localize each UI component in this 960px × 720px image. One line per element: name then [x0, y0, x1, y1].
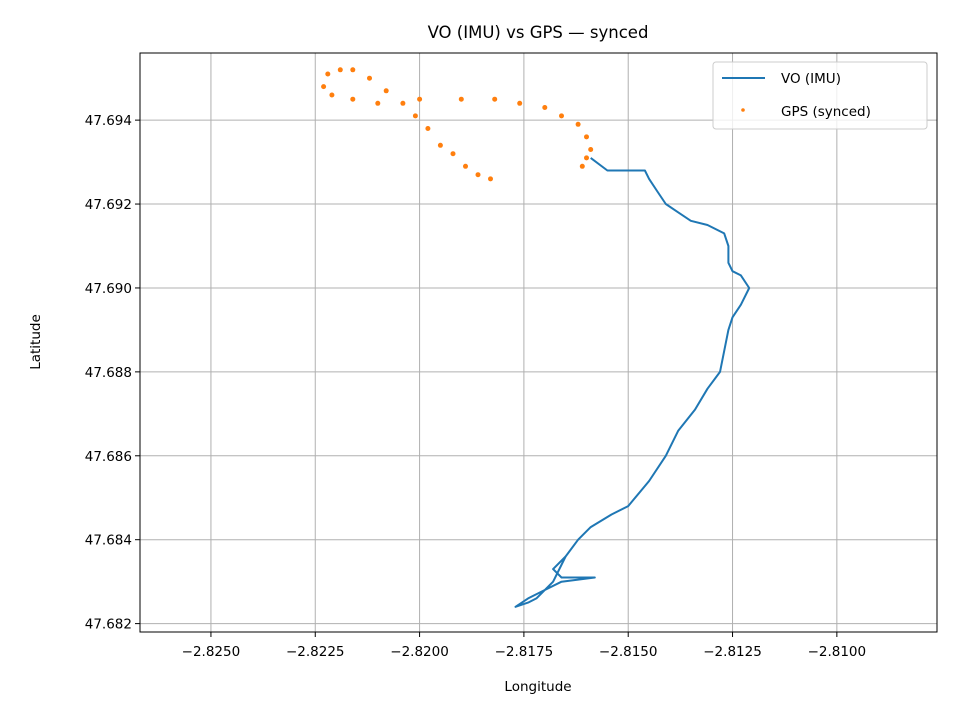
gps-point	[575, 121, 581, 127]
x-tick-label: −2.8125	[703, 644, 762, 660]
y-tick-label: 47.692	[85, 197, 132, 213]
y-tick-label: 47.688	[85, 365, 132, 381]
gps-point	[321, 84, 327, 90]
gps-point	[425, 126, 431, 131]
x-tick-label: −2.8100	[808, 644, 867, 660]
gps-point	[350, 67, 356, 73]
gps-point	[559, 113, 564, 119]
x-axis-ticks: −2.8250 −2.8225 −2.8200 −2.8175 −2.8150 −2.81…	[182, 632, 866, 660]
gps-point	[517, 100, 523, 106]
gps-point	[383, 88, 389, 94]
gps-point	[417, 96, 423, 102]
x-tick-label: −2.8200	[390, 644, 449, 660]
y-tick-label: 47.690	[85, 281, 132, 297]
legend-gps-label: GPS (synced)	[781, 104, 871, 120]
y-tick-label: 47.682	[85, 617, 132, 633]
gps-point	[450, 151, 456, 157]
plot-series	[321, 67, 751, 608]
plot-frame	[139, 52, 938, 633]
y-tick-label: 47.694	[85, 113, 132, 129]
gps-point	[412, 113, 418, 119]
gps-point	[350, 96, 356, 102]
x-tick-label: −2.8250	[182, 644, 241, 660]
y-tick-label: 47.686	[85, 449, 132, 465]
gps-point	[375, 100, 381, 106]
legend-box	[712, 61, 928, 130]
gps-point	[458, 96, 464, 102]
gps-point	[337, 67, 343, 73]
x-tick-label: −2.8175	[495, 644, 554, 660]
gps-point	[492, 96, 498, 102]
y-axis-label: Latitude	[28, 314, 44, 370]
legend: VO (IMU) GPS (synced)	[712, 61, 928, 130]
gps-point	[488, 176, 493, 182]
gps-point	[542, 105, 548, 110]
gps-point	[437, 142, 443, 148]
y-axis-ticks: 47.682 47.684 47.686 47.688 47.690 47.692 47.6…	[85, 113, 140, 633]
gps-point	[325, 71, 331, 77]
gps-point	[588, 147, 594, 152]
gps-point	[579, 163, 585, 169]
x-axis-label: Longitude	[504, 679, 571, 695]
gps-point	[463, 163, 468, 169]
y-tick-label: 47.684	[85, 533, 132, 549]
x-tick-label: −2.8225	[286, 644, 345, 660]
grid-lines	[140, 53, 937, 632]
gps-point	[329, 92, 335, 98]
gps-point	[584, 155, 589, 161]
gps-point	[367, 75, 372, 81]
vo-imu-line	[514, 157, 751, 608]
x-tick-label: −2.8150	[599, 644, 658, 660]
gps-point	[584, 134, 589, 140]
chart-title: VO (IMU) vs GPS — synced	[428, 23, 649, 42]
gps-point	[400, 100, 406, 106]
legend-vo-label: VO (IMU)	[781, 71, 841, 87]
legend-gps-swatch	[741, 108, 745, 112]
gps-point	[475, 172, 481, 178]
